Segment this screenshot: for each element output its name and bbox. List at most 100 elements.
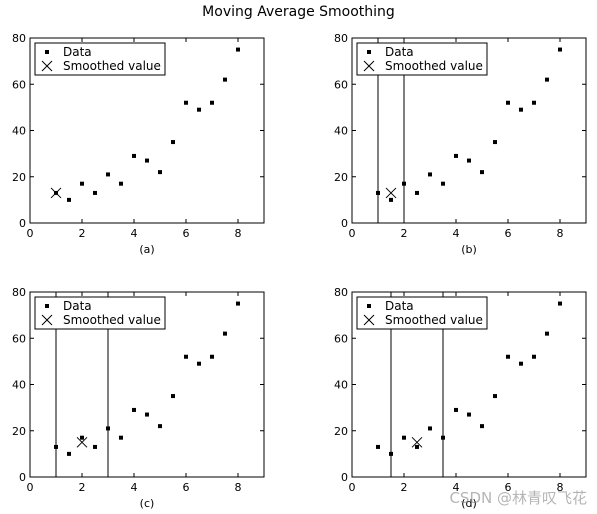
panel-label: (d) <box>461 497 477 510</box>
data-point <box>80 435 84 440</box>
x-tick-label: 0 <box>27 481 34 494</box>
y-tick-label: 20 <box>12 425 26 438</box>
data-point <box>389 451 393 456</box>
legend-data-marker <box>367 50 371 54</box>
legend-data-marker <box>45 50 49 54</box>
legend-box <box>34 296 166 330</box>
x-tick-label: 4 <box>131 481 138 494</box>
data-point <box>480 170 484 175</box>
x-tick-label: 2 <box>401 227 408 240</box>
data-point <box>519 107 523 112</box>
x-tick-label: 8 <box>557 481 564 494</box>
data-point <box>184 100 188 105</box>
data-point <box>236 301 240 306</box>
smoothed-marker <box>50 187 62 199</box>
data-point <box>210 354 214 359</box>
x-tick-label: 4 <box>453 227 460 240</box>
data-point <box>467 412 471 417</box>
data-point <box>197 361 201 366</box>
x-tick-label: 6 <box>505 481 512 494</box>
x-tick-label: 0 <box>349 227 356 240</box>
y-tick-label: 80 <box>334 32 348 45</box>
legend-smoothed-marker <box>41 60 53 72</box>
data-point <box>454 407 458 412</box>
legend-data-marker <box>367 304 371 308</box>
legend-box <box>356 296 488 330</box>
data-point <box>467 158 471 163</box>
watermark-text: CSDN @林青叹飞花 <box>449 489 587 507</box>
legend-label-data: Data <box>385 299 414 313</box>
y-tick-label: 40 <box>334 125 348 138</box>
y-tick-label: 80 <box>334 286 348 299</box>
y-tick-label: 20 <box>334 425 348 438</box>
data-point <box>158 170 162 175</box>
data-point <box>402 181 406 186</box>
legend-smoothed-marker <box>363 60 375 72</box>
legend-label-data: Data <box>63 45 92 59</box>
data-point <box>171 140 175 145</box>
data-point <box>119 181 123 186</box>
data-point <box>184 354 188 359</box>
data-point <box>119 435 123 440</box>
data-point <box>54 444 58 449</box>
legend-label-smoothed: Smoothed value <box>385 59 483 73</box>
panel-label: (b) <box>461 243 477 256</box>
data-point <box>158 424 162 429</box>
data-point <box>106 172 110 177</box>
data-point <box>145 158 149 163</box>
y-tick-label: 60 <box>12 332 26 345</box>
y-tick-label: 60 <box>334 332 348 345</box>
legend-box <box>34 42 166 76</box>
data-point <box>223 331 227 336</box>
data-point <box>171 394 175 399</box>
data-point <box>415 444 419 449</box>
smoothed-marker <box>76 436 88 448</box>
legend-label-data: Data <box>63 299 92 313</box>
smoothed-marker-stroke <box>76 436 88 448</box>
data-point <box>506 100 510 105</box>
data-point <box>506 354 510 359</box>
y-tick-label: 60 <box>12 78 26 91</box>
x-tick-label: 8 <box>235 481 242 494</box>
data-point <box>493 140 497 145</box>
panel-label: (c) <box>140 497 155 510</box>
smoothed-marker-stroke <box>411 436 423 448</box>
data-point <box>441 435 445 440</box>
data-point <box>376 190 380 195</box>
data-point <box>376 444 380 449</box>
data-point <box>210 100 214 105</box>
data-point <box>558 47 562 52</box>
figure-title: Moving Average Smoothing <box>202 4 395 20</box>
x-tick-label: 4 <box>131 227 138 240</box>
y-tick-label: 40 <box>12 379 26 392</box>
data-point <box>223 77 227 82</box>
legend-data-marker <box>45 304 49 308</box>
y-tick-label: 0 <box>341 217 348 230</box>
data-point <box>428 426 432 431</box>
data-point <box>80 181 84 186</box>
y-tick-label: 0 <box>19 217 26 230</box>
data-point <box>132 407 136 412</box>
legend-smoothed-marker <box>41 314 53 326</box>
legend-label-data: Data <box>385 45 414 59</box>
x-tick-label: 2 <box>79 481 86 494</box>
smoothed-marker <box>385 187 397 199</box>
y-tick-label: 0 <box>341 471 348 484</box>
data-point <box>106 426 110 431</box>
data-point <box>519 361 523 366</box>
data-point <box>145 412 149 417</box>
data-point <box>67 197 71 202</box>
data-point <box>493 394 497 399</box>
x-tick-label: 2 <box>79 227 86 240</box>
x-tick-label: 6 <box>183 227 190 240</box>
x-tick-label: 8 <box>557 227 564 240</box>
smoothed-marker <box>411 436 423 448</box>
y-tick-label: 40 <box>334 379 348 392</box>
y-tick-label: 20 <box>12 171 26 184</box>
x-tick-label: 8 <box>235 227 242 240</box>
data-point <box>236 47 240 52</box>
